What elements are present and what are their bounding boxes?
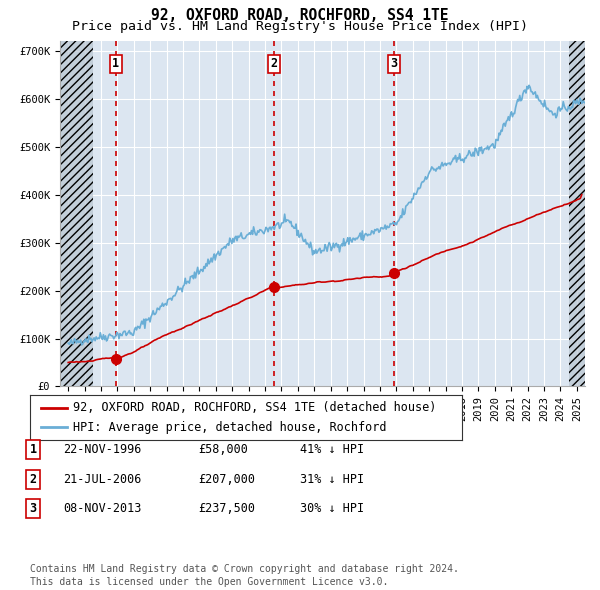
Text: 1: 1 [29,443,37,456]
Bar [60,41,93,386]
Text: 30% ↓ HPI: 30% ↓ HPI [300,502,364,515]
Text: 41% ↓ HPI: 41% ↓ HPI [300,443,364,456]
Text: 1: 1 [112,57,119,70]
Text: 3: 3 [391,57,397,70]
Text: £237,500: £237,500 [198,502,255,515]
Text: £207,000: £207,000 [198,473,255,486]
Text: Price paid vs. HM Land Registry's House Price Index (HPI): Price paid vs. HM Land Registry's House … [72,20,528,33]
Bar [569,41,585,386]
Text: 2: 2 [271,57,278,70]
Text: HPI: Average price, detached house, Rochford: HPI: Average price, detached house, Roch… [73,421,387,434]
Text: £58,000: £58,000 [198,443,248,456]
Text: 21-JUL-2006: 21-JUL-2006 [63,473,142,486]
Text: 2: 2 [29,473,37,486]
Text: 08-NOV-2013: 08-NOV-2013 [63,502,142,515]
Text: Contains HM Land Registry data © Crown copyright and database right 2024.
This d: Contains HM Land Registry data © Crown c… [30,564,459,587]
Text: 22-NOV-1996: 22-NOV-1996 [63,443,142,456]
Text: 3: 3 [29,502,37,515]
Text: 92, OXFORD ROAD, ROCHFORD, SS4 1TE (detached house): 92, OXFORD ROAD, ROCHFORD, SS4 1TE (deta… [73,401,437,414]
Text: 92, OXFORD ROAD, ROCHFORD, SS4 1TE: 92, OXFORD ROAD, ROCHFORD, SS4 1TE [151,8,449,23]
Text: 31% ↓ HPI: 31% ↓ HPI [300,473,364,486]
